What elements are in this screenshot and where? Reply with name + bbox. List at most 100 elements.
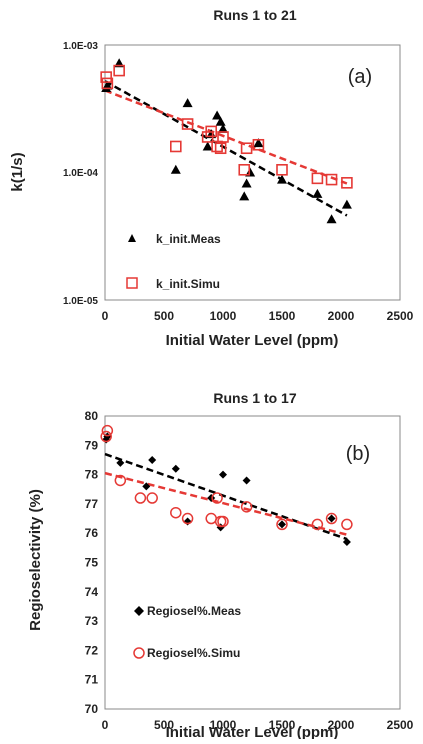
panel-a-legend-triangle-marker — [128, 234, 136, 242]
data-point-triangle — [218, 123, 228, 133]
data-point-diamond — [171, 464, 180, 473]
panel-a: Runs 1 to 21 (a) 1.0E-03 1.0E-04 1.0E-05… — [9, 7, 414, 349]
panel-b-plot-area — [104, 415, 401, 710]
panel-a-ytick-label: 1.0E-03 — [63, 41, 98, 52]
panel-b-legend-diamond-marker — [134, 606, 144, 616]
panel-b-title: Runs 1 to 17 — [213, 390, 296, 406]
data-point-circle — [114, 474, 127, 487]
panel-a-y-axis-title: k(1/s) — [9, 152, 26, 191]
panel-b-ytick-label: 80 — [85, 409, 99, 423]
panel-b-ytick-label: 71 — [85, 673, 99, 687]
data-point-diamond — [327, 514, 336, 523]
data-point-circle — [341, 518, 353, 531]
panel-b: Runs 1 to 17 (b) 7071727374757677787980 … — [27, 390, 414, 741]
panel-a-xtick-label: 1000 — [210, 309, 237, 323]
data-point-circle — [325, 512, 338, 525]
panel-a-plot-area — [104, 44, 401, 301]
data-point-diamond — [216, 523, 225, 532]
data-point-circle — [311, 518, 324, 531]
data-point-triangle — [253, 138, 264, 148]
panel-b-y-axis-title: Regioselectivity (%) — [27, 489, 44, 631]
data-point-square — [217, 131, 229, 143]
data-point-circle — [134, 492, 147, 504]
panel-b-xtick-label: 2500 — [387, 718, 414, 732]
panel-b-xtick-label: 1500 — [269, 718, 296, 732]
panel-a-xtick-label: 2500 — [387, 309, 414, 323]
data-point-square — [276, 163, 288, 176]
panel-b-xtick-label: 0 — [102, 718, 109, 732]
data-point-triangle — [215, 116, 226, 126]
panel-b-xtick-label: 500 — [154, 718, 174, 732]
data-point-circle — [211, 492, 223, 504]
data-point-diamond — [142, 482, 151, 491]
data-point-square — [181, 118, 194, 130]
data-point-triangle — [326, 214, 337, 224]
panel-b-ytick-label: 76 — [85, 526, 99, 540]
data-point-square — [170, 140, 182, 153]
data-point-triangle — [312, 188, 323, 198]
panel-b-y-ticks: 70 71 72 73 74 75 76 77 78 79 80 — [85, 409, 99, 716]
data-point-circle — [146, 492, 158, 504]
data-point-diamond — [278, 520, 286, 529]
data-point-square — [100, 71, 112, 83]
panel-a-title: Runs 1 to 21 — [213, 7, 296, 23]
panel-a-ytick-label: 1.0E-04 — [63, 168, 98, 179]
data-point-square — [240, 142, 253, 155]
data-point-square — [214, 142, 227, 155]
data-point-diamond — [148, 455, 157, 464]
panel-b-legend-label: Regiosel%.Meas — [147, 604, 241, 618]
data-point-square — [325, 173, 338, 186]
panel-a-points — [100, 58, 353, 224]
panel-a-legend-square-marker — [126, 277, 138, 289]
data-point-circle — [181, 512, 194, 525]
panel-b-legend: Regiosel%.Meas Regiosel%.Simu — [133, 604, 241, 660]
panel-a-label: (a) — [348, 66, 372, 88]
panel-b-ytick-label: 75 — [85, 556, 99, 570]
data-point-circle — [100, 430, 112, 443]
panel-b-label: (b) — [346, 443, 370, 465]
data-point-square — [101, 77, 114, 90]
panel-b-ytick-label: 73 — [85, 614, 99, 628]
data-point-triangle — [102, 80, 113, 90]
panel-a-legend-label: k_init.Simu — [156, 277, 220, 291]
data-point-diamond — [116, 458, 125, 467]
data-point-triangle — [170, 164, 181, 174]
panel-b-ytick-label: 79 — [85, 438, 99, 452]
data-point-square — [238, 163, 251, 176]
panel-b-trendlines — [104, 452, 348, 541]
panel-a-xtick-label: 500 — [154, 309, 174, 323]
data-point-triangle — [239, 191, 250, 201]
panel-b-trendline — [104, 471, 348, 536]
panel-a-trendline — [104, 89, 348, 185]
panel-b-ytick-label: 74 — [85, 585, 99, 599]
panel-b-xtick-label: 1000 — [210, 718, 237, 732]
panel-b-xtick-label: 2000 — [328, 718, 355, 732]
data-point-circle — [240, 501, 253, 513]
data-point-circle — [170, 506, 182, 519]
panel-a-legend-label: k_init.Meas — [156, 232, 221, 246]
panel-b-ytick-label: 72 — [85, 643, 99, 657]
data-point-circle — [217, 515, 229, 528]
panel-b-ytick-label: 78 — [85, 468, 99, 482]
panel-b-ytick-label: 70 — [85, 702, 99, 716]
data-point-circle — [205, 512, 217, 525]
data-point-circle — [276, 518, 288, 531]
data-point-triangle — [241, 178, 252, 188]
data-point-circle — [101, 424, 114, 437]
panel-b-x-axis-title: Initial Water Level (ppm) — [166, 724, 339, 739]
data-point-square — [341, 177, 353, 189]
panel-a-x-axis-title: Initial Water Level (ppm) — [166, 332, 339, 349]
panel-b-legend-label: Regiosel%.Simu — [147, 646, 240, 660]
data-point-square — [205, 125, 217, 138]
panel-b-points — [100, 424, 353, 546]
panel-a-xtick-label: 1500 — [269, 309, 296, 323]
data-point-diamond — [219, 470, 227, 479]
data-point-square — [252, 138, 265, 151]
data-point-triangle — [341, 199, 352, 209]
data-point-triangle — [202, 141, 213, 151]
panel-b-ytick-label: 77 — [85, 497, 99, 511]
data-point-square — [211, 140, 223, 153]
panel-b-trendline — [104, 452, 348, 541]
